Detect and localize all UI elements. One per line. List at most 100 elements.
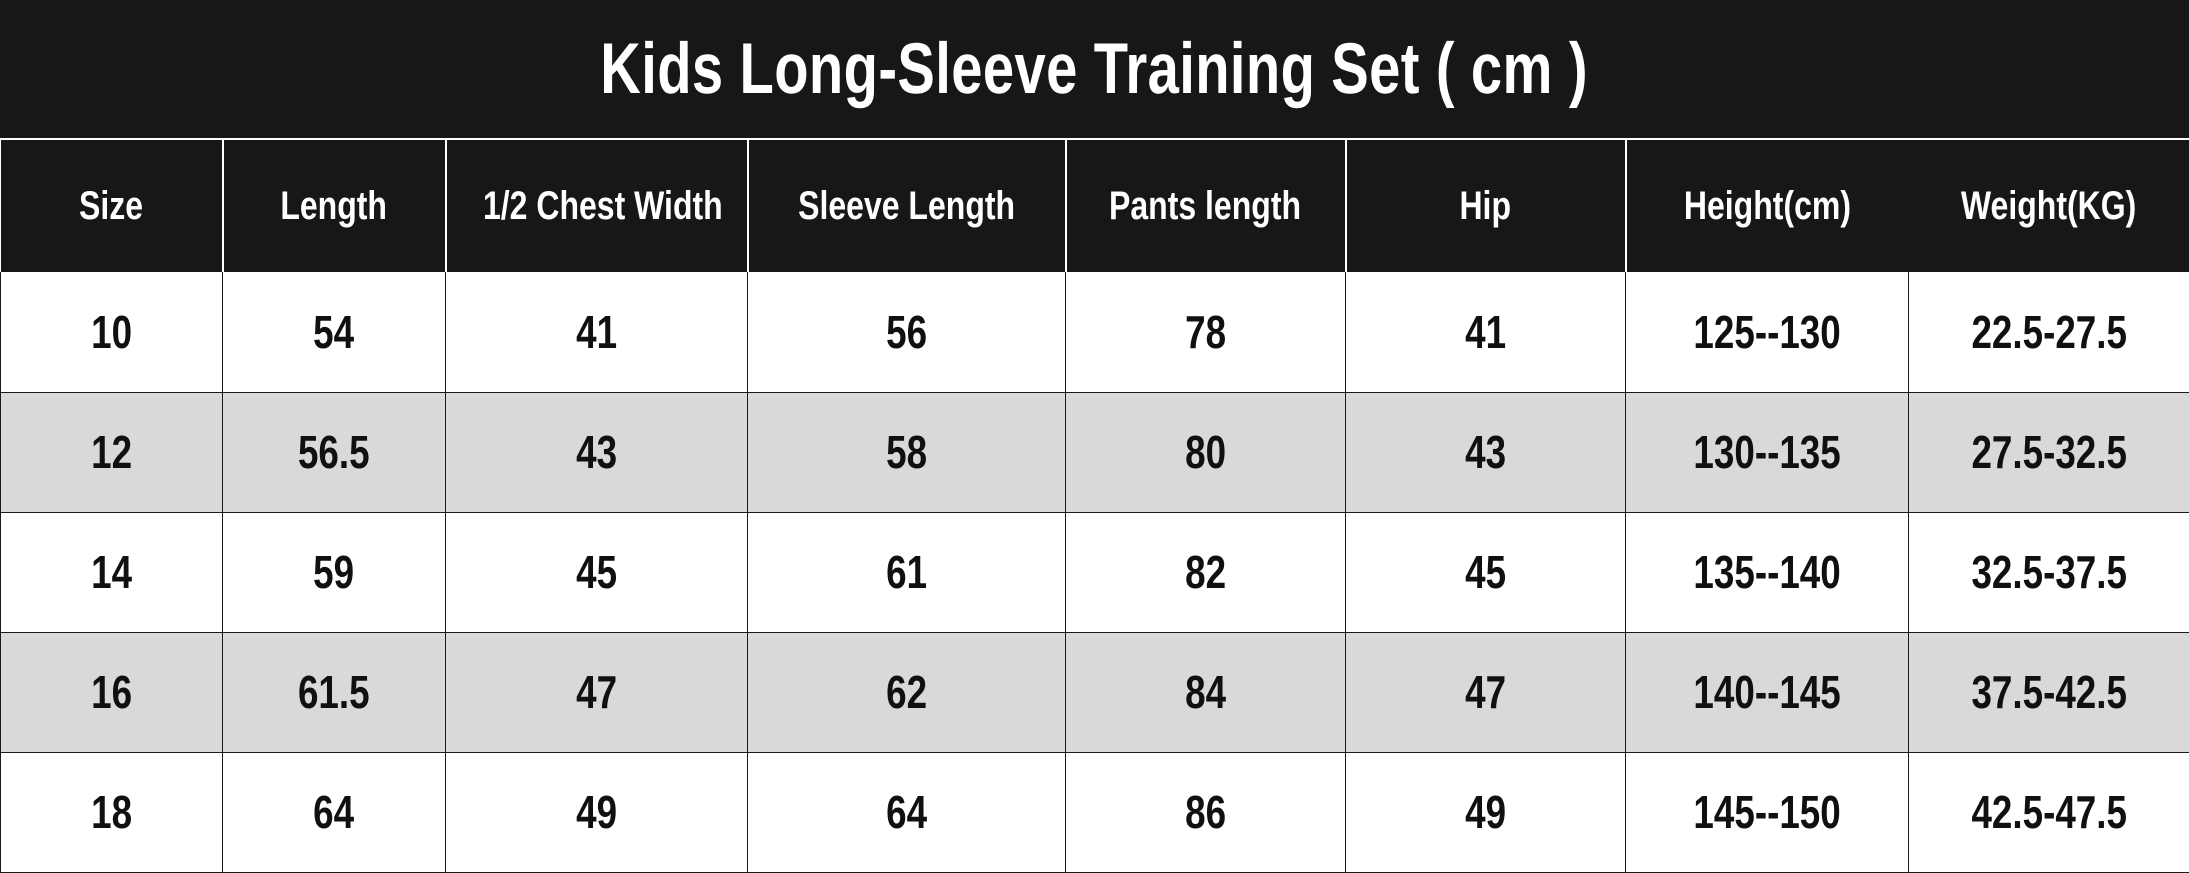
column-header-size: Size (1, 140, 223, 272)
cell-hip: 45 (1346, 512, 1626, 632)
column-header-weight: Weight(KG) (1909, 140, 2189, 272)
cell-chest-width: 43 (446, 392, 748, 512)
cell-size: 10 (1, 272, 223, 392)
cell-size: 16 (1, 632, 223, 752)
cell-hip-value: 45 (1465, 549, 1506, 595)
cell-sleeve-length: 58 (748, 392, 1066, 512)
cell-weight: 27.5-32.5 (1909, 392, 2189, 512)
cell-chest-width-value: 43 (576, 429, 617, 475)
cell-size: 12 (1, 392, 223, 512)
cell-height: 135--140 (1626, 512, 1909, 632)
cell-weight-value: 27.5-32.5 (1971, 429, 2127, 475)
cell-height: 145--150 (1626, 752, 1909, 872)
cell-pants-length: 82 (1066, 512, 1346, 632)
cell-pants-length-value: 78 (1185, 309, 1226, 355)
chart-title-band: Kids Long-Sleeve Training Set ( cm ) (0, 0, 2189, 140)
cell-length: 61.5 (223, 632, 446, 752)
cell-height-value: 140--145 (1693, 669, 1840, 715)
cell-length: 59 (223, 512, 446, 632)
cell-size: 14 (1, 512, 223, 632)
cell-weight: 32.5-37.5 (1909, 512, 2189, 632)
cell-weight: 22.5-27.5 (1909, 272, 2189, 392)
column-header-sleeve-length-label: Sleeve Length (798, 186, 1015, 226)
column-header-pants-length: Pants length (1066, 140, 1346, 272)
cell-height-value: 145--150 (1693, 789, 1840, 835)
cell-pants-length: 86 (1066, 752, 1346, 872)
cell-height: 140--145 (1626, 632, 1909, 752)
cell-pants-length-value: 82 (1185, 549, 1226, 595)
cell-weight-value: 37.5-42.5 (1971, 669, 2127, 715)
cell-size: 18 (1, 752, 223, 872)
cell-height: 130--135 (1626, 392, 1909, 512)
column-header-hip-label: Hip (1460, 186, 1512, 226)
cell-hip-value: 47 (1465, 669, 1506, 715)
table-row: 18 64 49 64 86 49 145--150 42.5-47.5 (1, 752, 2189, 872)
column-header-length: Length (223, 140, 446, 272)
cell-hip-value: 49 (1465, 789, 1506, 835)
cell-weight-value: 32.5-37.5 (1971, 549, 2127, 595)
cell-weight: 37.5-42.5 (1909, 632, 2189, 752)
table-row: 12 56.5 43 58 80 43 130--135 27.5-32.5 (1, 392, 2189, 512)
cell-sleeve-length-value: 62 (886, 669, 927, 715)
cell-pants-length-value: 80 (1185, 429, 1226, 475)
table-row: 10 54 41 56 78 41 125--130 22.5-27.5 (1, 272, 2189, 392)
column-header-chest-width: 1/2 Chest Width (446, 140, 748, 272)
cell-chest-width-value: 45 (576, 549, 617, 595)
cell-weight-value: 42.5-47.5 (1971, 789, 2127, 835)
cell-sleeve-length-value: 61 (886, 549, 927, 595)
column-header-sleeve-length: Sleeve Length (748, 140, 1066, 272)
cell-length-value: 56.5 (298, 429, 370, 475)
column-header-height: Height(cm) (1626, 140, 1909, 272)
cell-weight-value: 22.5-27.5 (1971, 309, 2127, 355)
cell-chest-width-value: 41 (576, 309, 617, 355)
column-header-weight-label: Weight(KG) (1961, 186, 2136, 226)
cell-hip: 43 (1346, 392, 1626, 512)
cell-sleeve-length-value: 58 (886, 429, 927, 475)
cell-chest-width-value: 47 (576, 669, 617, 715)
cell-size-value: 18 (91, 789, 132, 835)
table-row: 16 61.5 47 62 84 47 140--145 37.5-42.5 (1, 632, 2189, 752)
cell-chest-width: 41 (446, 272, 748, 392)
cell-hip-value: 43 (1465, 429, 1506, 475)
cell-hip: 41 (1346, 272, 1626, 392)
cell-size-value: 16 (91, 669, 132, 715)
cell-length: 56.5 (223, 392, 446, 512)
size-chart-table: Size Length 1/2 Chest Width Sleeve Lengt… (0, 140, 2189, 873)
cell-sleeve-length: 62 (748, 632, 1066, 752)
column-header-length-label: Length (281, 186, 388, 226)
cell-length: 54 (223, 272, 446, 392)
cell-pants-length: 80 (1066, 392, 1346, 512)
cell-chest-width: 45 (446, 512, 748, 632)
cell-pants-length-value: 84 (1185, 669, 1226, 715)
table-header-row: Size Length 1/2 Chest Width Sleeve Lengt… (1, 140, 2189, 272)
column-header-size-label: Size (79, 186, 143, 226)
cell-sleeve-length: 64 (748, 752, 1066, 872)
cell-pants-length: 78 (1066, 272, 1346, 392)
cell-length-value: 64 (314, 789, 355, 835)
cell-chest-width: 47 (446, 632, 748, 752)
cell-hip-value: 41 (1465, 309, 1506, 355)
column-header-height-label: Height(cm) (1684, 186, 1851, 226)
cell-length-value: 61.5 (298, 669, 370, 715)
table-row: 14 59 45 61 82 45 135--140 32.5-37.5 (1, 512, 2189, 632)
cell-sleeve-length-value: 64 (886, 789, 927, 835)
cell-pants-length-value: 86 (1185, 789, 1226, 835)
cell-sleeve-length: 56 (748, 272, 1066, 392)
cell-chest-width-value: 49 (576, 789, 617, 835)
cell-length-value: 54 (314, 309, 355, 355)
cell-hip: 49 (1346, 752, 1626, 872)
column-header-pants-length-label: Pants length (1109, 186, 1301, 226)
cell-hip: 47 (1346, 632, 1626, 752)
cell-size-value: 12 (91, 429, 132, 475)
cell-length-value: 59 (314, 549, 355, 595)
cell-pants-length: 84 (1066, 632, 1346, 752)
page-title: Kids Long-Sleeve Training Set ( cm ) (601, 33, 1589, 105)
table-header: Size Length 1/2 Chest Width Sleeve Lengt… (1, 140, 2189, 272)
cell-sleeve-length: 61 (748, 512, 1066, 632)
cell-chest-width: 49 (446, 752, 748, 872)
cell-height-value: 130--135 (1693, 429, 1840, 475)
cell-height-value: 125--130 (1693, 309, 1840, 355)
cell-size-value: 14 (91, 549, 132, 595)
column-header-hip: Hip (1346, 140, 1626, 272)
